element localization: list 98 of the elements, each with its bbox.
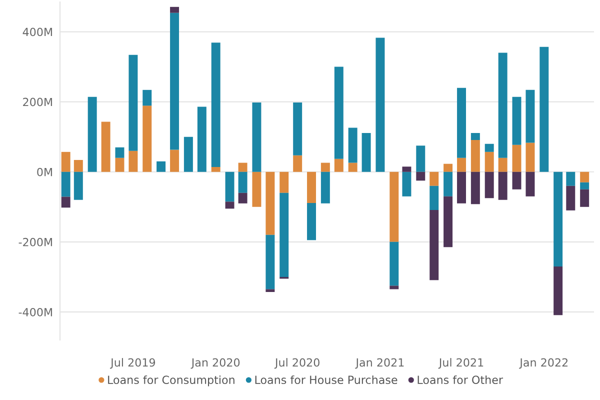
- bar: [348, 128, 358, 163]
- bar: [484, 144, 494, 152]
- bar: [320, 172, 330, 204]
- bar: [252, 172, 262, 207]
- bar: [526, 142, 535, 172]
- bar: [238, 162, 248, 172]
- bar: [402, 172, 412, 196]
- bar: [362, 132, 371, 172]
- bar: [348, 162, 358, 172]
- bar: [470, 172, 480, 204]
- bar: [170, 12, 180, 150]
- bar: [566, 186, 576, 210]
- bar: [334, 66, 344, 159]
- y-tick-label: -400M: [18, 308, 52, 316]
- bar: [61, 196, 70, 208]
- bar: [512, 96, 522, 145]
- bar: [156, 161, 166, 172]
- bar: [444, 196, 453, 248]
- x-tick-label: Jan 2020: [190, 358, 240, 369]
- bar: [280, 192, 289, 277]
- bar: [580, 189, 590, 207]
- bar: [266, 172, 275, 235]
- bar: [61, 172, 70, 197]
- bar: [266, 234, 275, 290]
- bar: [512, 172, 522, 190]
- bar: [580, 182, 590, 190]
- bar: [580, 172, 590, 182]
- x-tick-label: Jul 2020: [274, 358, 320, 369]
- bar: [457, 88, 466, 158]
- bar: [170, 150, 180, 172]
- bar: [470, 140, 480, 172]
- bar: [307, 172, 316, 204]
- y-tick-label: 0M: [37, 168, 52, 176]
- bar: [238, 192, 248, 204]
- y-tick-label: 400M: [22, 28, 52, 36]
- bar: [484, 152, 494, 172]
- bar: [280, 172, 289, 193]
- bar: [115, 147, 124, 158]
- bar: [498, 158, 508, 172]
- bar: [566, 172, 576, 186]
- bar: [390, 242, 399, 286]
- bar: [88, 96, 97, 172]
- bar: [526, 172, 535, 196]
- bar: [293, 102, 302, 156]
- bar: [211, 42, 220, 167]
- bar: [142, 106, 152, 172]
- bar: [74, 172, 83, 200]
- x-tick-label: Jul 2019: [110, 358, 156, 369]
- bar: [512, 144, 522, 172]
- bar: [390, 172, 399, 242]
- bar: [444, 164, 453, 172]
- bar: [293, 155, 302, 172]
- bar: [484, 172, 494, 198]
- bar: [115, 158, 124, 172]
- bar: [390, 286, 399, 290]
- bar: [430, 210, 439, 280]
- x-tick-label: Jan 2021: [355, 358, 404, 369]
- bar: [554, 172, 563, 266]
- bar: [142, 90, 152, 106]
- bar: [444, 172, 453, 196]
- bar: [266, 289, 275, 292]
- bar: [61, 152, 70, 172]
- bar: [416, 146, 426, 172]
- bar: [470, 132, 480, 140]
- bar: [320, 162, 330, 172]
- bar: [376, 38, 385, 172]
- bar: [197, 106, 206, 172]
- bar: [554, 266, 563, 316]
- bar: [211, 166, 220, 172]
- bar: [402, 166, 412, 172]
- bar: [430, 172, 439, 186]
- legend-label: Loans for House Purchase: [255, 375, 398, 384]
- bar: [498, 52, 508, 158]
- y-tick-label: -200M: [18, 238, 52, 246]
- bar: [540, 46, 549, 172]
- bar: [430, 186, 439, 210]
- bar: [170, 6, 180, 13]
- bar: [334, 158, 344, 172]
- x-tick-label: Jan 2022: [519, 358, 568, 369]
- bar: [74, 160, 83, 172]
- bar: [225, 172, 234, 202]
- legend-label: Loans for Consumption: [108, 375, 234, 386]
- bar: [498, 172, 508, 200]
- bar: [101, 122, 110, 172]
- bar: [225, 202, 234, 209]
- bar: [128, 54, 138, 151]
- bar: [307, 203, 316, 240]
- bar: [416, 172, 426, 181]
- bar: [457, 158, 466, 172]
- bar: [128, 150, 138, 172]
- y-tick-label: 200M: [23, 98, 52, 106]
- bar: [457, 172, 466, 204]
- bar: [238, 172, 248, 193]
- legend-label: Loans for Other: [418, 375, 504, 384]
- bar: [526, 90, 535, 143]
- bar: [252, 102, 262, 172]
- bar: [184, 136, 193, 172]
- x-tick-label: Jul 2021: [438, 358, 484, 369]
